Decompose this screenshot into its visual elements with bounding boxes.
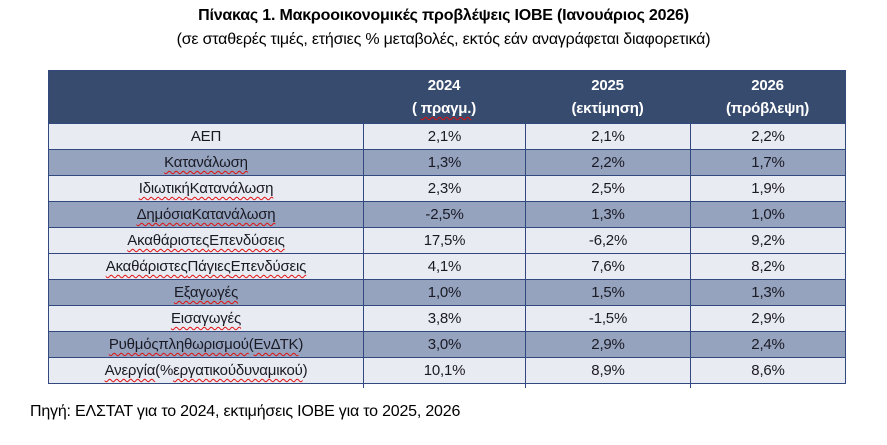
value-cell-2026: 8,6% <box>690 358 845 383</box>
row-label: Ακαθάριστες Επενδύσεις <box>49 228 363 253</box>
misspelled-word: Εξαγωγές <box>173 284 239 301</box>
text-segment: ) <box>302 362 308 379</box>
misspelled-word: Δημόσια <box>136 206 192 223</box>
col-header-2026: 2026 (πρόβλεψη) <box>690 71 845 123</box>
value-cell-2024: 2,3% <box>363 176 525 201</box>
text-segment: (% <box>155 362 174 379</box>
row-label: Ακαθάριστες Πάγιες Επενδύσεις <box>49 254 363 279</box>
value-cell-2026: 9,2% <box>690 228 845 253</box>
misspelled-word: πληθωρισμού <box>158 336 249 353</box>
border-stub <box>525 384 526 388</box>
row-label: Ρυθμός πληθωρισμού (ΕνΔΤΚ) <box>49 332 363 357</box>
row-label: Ιδιωτική Κατανάλωση <box>49 176 363 201</box>
text-segment: ) <box>471 100 477 117</box>
value-cell-2025: 2,1% <box>525 124 690 149</box>
col-header-year: 2024 <box>427 77 461 94</box>
value-cell-2025: 7,6% <box>525 254 690 279</box>
misspelled-word: Κατανάλωση <box>189 180 274 197</box>
misspelled-word: Κατανάλωση <box>191 206 276 223</box>
value-cell-2024: 1,0% <box>363 280 525 305</box>
col-header-year: 2026 <box>751 77 784 94</box>
macro-forecast-table: 2024 ( πραγμ.) 2025 (εκτίμηση) 2026 (πρόβλεψη… <box>48 70 846 388</box>
table-row: ΑΕΠ 2,1% 2,1% 2,2% <box>49 123 845 149</box>
misspelled-word: πραγμ. <box>420 100 472 117</box>
misspelled-word: Ανεργία <box>104 362 156 379</box>
text-segment: ( <box>248 336 254 353</box>
table-row: Δημόσια Κατανάλωση -2,5% 1,3% 1,0% <box>49 201 845 227</box>
value-cell-2026: 1,3% <box>690 280 845 305</box>
text-segment: ( <box>411 100 421 117</box>
row-label: ΑΕΠ <box>49 124 363 149</box>
table-row: Ακαθάριστες Επενδύσεις 17,5% -6,2% 9,2% <box>49 227 845 253</box>
table-row: Εισαγωγές 3,8% -1,5% 2,9% <box>49 305 845 331</box>
value-cell-2024: 2,1% <box>363 124 525 149</box>
table-subtitle: (σε σταθερές τιμές, ετήσιες % μεταβολές,… <box>176 31 711 48</box>
text-segment: (πρόβλεψη) <box>726 100 809 117</box>
value-cell-2024: 4,1% <box>363 254 525 279</box>
value-cell-2024: 17,5% <box>363 228 525 253</box>
value-cell-2025: 2,9% <box>525 332 690 357</box>
col-header-subtitle: (εκτίμηση) <box>571 97 643 120</box>
value-cell-2026: 2,4% <box>690 332 845 357</box>
value-cell-2024: 10,1% <box>363 358 525 383</box>
value-cell-2026: 1,7% <box>690 150 845 175</box>
misspelled-word: Ρυθμός <box>108 336 159 353</box>
misspelled-word: Επενδύσεις <box>209 232 285 249</box>
value-cell-2024: 3,0% <box>363 332 525 357</box>
text-segment: ) <box>298 336 304 353</box>
misspelled-word: Ακαθάριστες <box>105 258 188 275</box>
misspelled-word: Κατανάλωση <box>164 154 248 171</box>
col-header-subtitle: (πρόβλεψη) <box>726 97 809 120</box>
table-row: Κατανάλωση 1,3% 2,2% 1,7% <box>49 149 845 175</box>
value-cell-2025: 2,2% <box>525 150 690 175</box>
value-cell-2025: -1,5% <box>525 306 690 331</box>
value-cell-2024: 3,8% <box>363 306 525 331</box>
table-row: Εξαγωγές 1,0% 1,5% 1,3% <box>49 279 845 305</box>
col-header-2024: 2024 ( πραγμ.) <box>363 71 525 123</box>
value-cell-2026: 2,9% <box>690 306 845 331</box>
value-cell-2025: 1,3% <box>525 202 690 227</box>
border-stub <box>363 384 364 388</box>
row-label: Εισαγωγές <box>49 306 363 331</box>
value-cell-2025: 1,5% <box>525 280 690 305</box>
value-cell-2025: 8,9% <box>525 358 690 383</box>
table-title: Πίνακας 1. Μακροοικονομικές προβλέψεις Ι… <box>198 7 689 24</box>
value-cell-2025: 2,5% <box>525 176 690 201</box>
col-header-year: 2025 <box>591 77 624 94</box>
misspelled-word: Πάγιες <box>187 258 231 275</box>
border-stub <box>690 384 691 388</box>
text-segment: ΑΕΠ <box>190 128 222 145</box>
table-row: Ακαθάριστες Πάγιες Επενδύσεις 4,1% 7,6% 8,2… <box>49 253 845 279</box>
value-cell-2025: -6,2% <box>525 228 690 253</box>
misspelled-word: Ακαθάριστες <box>127 232 210 249</box>
table-body: ΑΕΠ 2,1% 2,1% 2,2% Κατανάλωση 1,3% 2,2% 1,7% Ιδι… <box>49 123 845 383</box>
misspelled-word: εργατικού <box>173 362 236 379</box>
table-row: Ιδιωτική Κατανάλωση 2,3% 2,5% 1,9% <box>49 175 845 201</box>
col-header-subtitle: ( πραγμ.) <box>412 97 476 120</box>
table-row: Ανεργία (% εργατικού δυναμικού) 10,1% 8,9%… <box>49 357 845 383</box>
corner-cell <box>49 71 363 123</box>
row-label: Ανεργία (% εργατικού δυναμικού) <box>49 358 363 383</box>
row-label: Δημόσια Κατανάλωση <box>49 202 363 227</box>
value-cell-2026: 8,2% <box>690 254 845 279</box>
table-header-row: 2024 ( πραγμ.) 2025 (εκτίμηση) 2026 (πρόβλεψη… <box>49 71 845 123</box>
value-cell-2024: -2,5% <box>363 202 525 227</box>
table-row: Ρυθμός πληθωρισμού (ΕνΔΤΚ) 3,0% 2,9% 2,4% <box>49 331 845 357</box>
source-note: Πηγή: ΕΛΣΤΑΤ για το 2024, εκτιμήσεις ΙΟΒ… <box>30 403 461 420</box>
row-label: Εξαγωγές <box>49 280 363 305</box>
text-segment: (εκτίμηση) <box>571 100 644 117</box>
misspelled-word: Εισαγωγές <box>170 310 242 327</box>
value-cell-2026: 1,9% <box>690 176 845 201</box>
misspelled-word: δυναμικού <box>235 362 303 379</box>
misspelled-word: Επενδύσεις <box>230 258 307 275</box>
misspelled-word: ΕνΔΤΚ <box>253 336 299 353</box>
col-header-2025: 2025 (εκτίμηση) <box>525 71 690 123</box>
value-cell-2026: 2,2% <box>690 124 845 149</box>
value-cell-2024: 1,3% <box>363 150 525 175</box>
value-cell-2026: 1,0% <box>690 202 845 227</box>
misspelled-word: Ιδιωτική <box>138 180 190 197</box>
row-label: Κατανάλωση <box>49 150 363 175</box>
